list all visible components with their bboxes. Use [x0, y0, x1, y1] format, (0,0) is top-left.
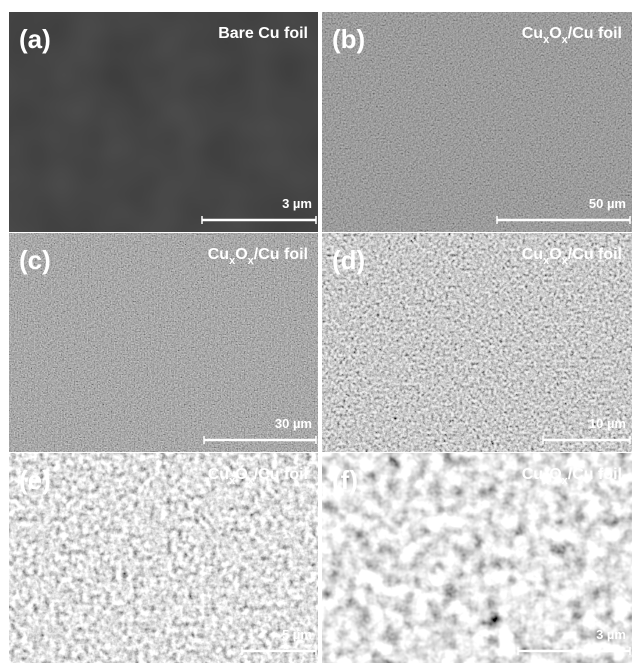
scale-label: 50 µm [589, 196, 626, 211]
sem-texture [9, 233, 318, 452]
title-text: O [235, 246, 247, 263]
sem-texture [322, 233, 632, 452]
title-text: Cu [522, 246, 543, 263]
title-text: /Cu foil [568, 246, 622, 263]
scale-label: 3 µm [596, 627, 626, 642]
sem-texture [322, 453, 632, 663]
title-text: /Cu foil [254, 466, 308, 483]
panel-label: (d) [332, 245, 365, 275]
panel: (a) Bare Cu foil 3 µm [9, 12, 318, 232]
panel-label: (e) [19, 465, 51, 495]
title-text: O [549, 246, 561, 263]
panel-label: (b) [332, 24, 365, 54]
sem-texture [322, 12, 632, 232]
panel-label: (c) [19, 245, 51, 275]
title-text: /Cu foil [568, 466, 622, 483]
scale-label: 3 µm [282, 196, 312, 211]
panel-label: (a) [19, 24, 51, 54]
title-text: O [549, 466, 561, 483]
title-text: Cu [208, 466, 229, 483]
sem-texture [9, 453, 318, 663]
panel-title: Bare Cu foil [218, 25, 308, 42]
title-text: O [549, 25, 561, 42]
figure: (a)Bare Cu foil3 µm(b)CuxOx/Cu foil50 µm… [0, 0, 634, 663]
sem-texture [9, 12, 318, 232]
panel-label: (f) [332, 465, 358, 495]
scale-label: 10 µm [589, 416, 626, 431]
title-text: Bare Cu foil [218, 25, 308, 42]
title-text: /Cu foil [254, 246, 308, 263]
title-text: Cu [522, 25, 543, 42]
title-text: Cu [208, 246, 229, 263]
title-text: Cu [522, 466, 543, 483]
title-text: O [235, 466, 247, 483]
title-text: /Cu foil [568, 25, 622, 42]
scale-label: 30 µm [275, 416, 312, 431]
scale-label: 5 µm [282, 627, 312, 642]
